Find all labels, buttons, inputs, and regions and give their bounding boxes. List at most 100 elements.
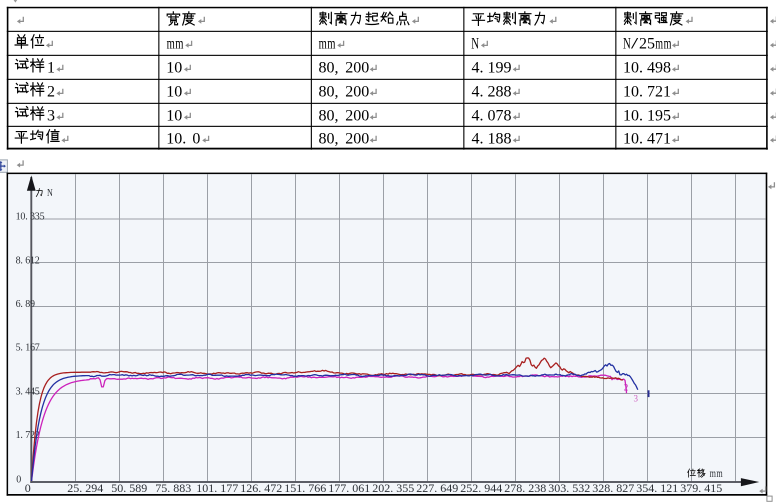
svg-text:6: 6 <box>320 481 326 495</box>
svg-text:m: m <box>710 466 717 480</box>
svg-text:m: m <box>664 36 672 53</box>
svg-text:0: 0 <box>361 108 369 125</box>
svg-text:1: 1 <box>284 481 290 495</box>
svg-text:0: 0 <box>117 481 123 495</box>
svg-text:.: . <box>434 481 437 495</box>
svg-text:0: 0 <box>174 131 182 148</box>
svg-text:1: 1 <box>660 481 666 495</box>
svg-text:3: 3 <box>47 108 55 125</box>
svg-text:8: 8 <box>504 84 512 101</box>
svg-text:.: . <box>478 481 481 495</box>
svg-text:5: 5 <box>663 108 671 125</box>
svg-text:2: 2 <box>345 131 353 148</box>
svg-text:.: . <box>480 131 484 148</box>
svg-text:7: 7 <box>340 481 346 495</box>
svg-text:N: N <box>623 36 631 53</box>
svg-text:1: 1 <box>16 430 21 441</box>
svg-text:,: , <box>335 84 339 101</box>
svg-text:5: 5 <box>129 481 135 495</box>
svg-text:8: 8 <box>319 60 327 77</box>
svg-text:1: 1 <box>166 131 174 148</box>
svg-text:0: 0 <box>192 131 200 148</box>
svg-text:.: . <box>20 343 23 354</box>
svg-text:7: 7 <box>308 481 314 495</box>
svg-text:2: 2 <box>345 84 353 101</box>
svg-text:1: 1 <box>208 481 214 495</box>
svg-text:,: , <box>335 60 339 77</box>
svg-text:4: 4 <box>472 60 480 77</box>
svg-text:4: 4 <box>704 481 710 495</box>
svg-text:8: 8 <box>504 108 512 125</box>
svg-text:3: 3 <box>680 481 686 495</box>
svg-text:0: 0 <box>25 481 31 495</box>
svg-text:4: 4 <box>264 481 270 495</box>
svg-text:.: . <box>654 481 657 495</box>
svg-text:N: N <box>47 188 53 199</box>
svg-text:4: 4 <box>648 481 654 495</box>
svg-text:,: , <box>335 131 339 148</box>
svg-text:1: 1 <box>672 481 678 495</box>
svg-text:/: / <box>631 36 639 53</box>
svg-text:9: 9 <box>452 481 458 495</box>
svg-text:3: 3 <box>534 481 540 495</box>
svg-text:2: 2 <box>416 481 422 495</box>
svg-text:0: 0 <box>631 84 639 101</box>
svg-text:3: 3 <box>35 212 40 223</box>
svg-text:m: m <box>175 36 184 53</box>
svg-text:.: . <box>346 481 349 495</box>
svg-text:.: . <box>522 481 525 495</box>
svg-text:0: 0 <box>327 108 335 125</box>
svg-text:1: 1 <box>25 343 30 354</box>
svg-text:8: 8 <box>504 131 512 148</box>
svg-text:2: 2 <box>85 481 91 495</box>
svg-text:4: 4 <box>472 131 480 148</box>
svg-text:0: 0 <box>361 84 369 101</box>
svg-text:2: 2 <box>345 60 353 77</box>
svg-text:1: 1 <box>710 481 716 495</box>
svg-text:7: 7 <box>686 481 692 495</box>
svg-text:5: 5 <box>290 481 296 495</box>
svg-text:2: 2 <box>622 481 628 495</box>
svg-text:4: 4 <box>97 481 103 495</box>
svg-text:2: 2 <box>345 108 353 125</box>
svg-text:2: 2 <box>655 84 663 101</box>
svg-text:2: 2 <box>372 481 378 495</box>
svg-text:2: 2 <box>276 481 282 495</box>
svg-text:4: 4 <box>647 60 655 77</box>
svg-text:,: , <box>335 108 339 125</box>
svg-text:2: 2 <box>472 481 478 495</box>
svg-text:0: 0 <box>20 212 25 223</box>
svg-text:7: 7 <box>232 481 238 495</box>
svg-text:7: 7 <box>226 481 232 495</box>
svg-text:.: . <box>480 108 484 125</box>
svg-text:3: 3 <box>636 481 642 495</box>
svg-text:8: 8 <box>604 481 610 495</box>
svg-text:0: 0 <box>631 108 639 125</box>
svg-text:5: 5 <box>647 36 655 53</box>
svg-text:5: 5 <box>161 481 167 495</box>
svg-text:3: 3 <box>396 481 402 495</box>
svg-text:0: 0 <box>352 481 358 495</box>
svg-text:8: 8 <box>16 255 21 266</box>
svg-text:5: 5 <box>408 481 414 495</box>
svg-text:3: 3 <box>30 212 35 223</box>
svg-text:4: 4 <box>490 481 496 495</box>
svg-text:8: 8 <box>319 108 327 125</box>
svg-text:1: 1 <box>220 481 226 495</box>
svg-text:0: 0 <box>631 60 639 77</box>
svg-text:4: 4 <box>496 481 502 495</box>
svg-text:9: 9 <box>504 60 512 77</box>
svg-text:9: 9 <box>496 60 504 77</box>
svg-text:1: 1 <box>47 60 55 77</box>
svg-text:7: 7 <box>647 84 655 101</box>
svg-text:.: . <box>480 84 484 101</box>
svg-text:.: . <box>20 386 23 397</box>
svg-text:0: 0 <box>16 475 21 486</box>
svg-text:m: m <box>716 466 723 480</box>
svg-text:0: 0 <box>174 60 182 77</box>
svg-text:1: 1 <box>663 84 671 101</box>
svg-text:7: 7 <box>155 481 161 495</box>
svg-text:9: 9 <box>484 481 490 495</box>
svg-text:2: 2 <box>488 84 496 101</box>
svg-text:2: 2 <box>67 481 73 495</box>
